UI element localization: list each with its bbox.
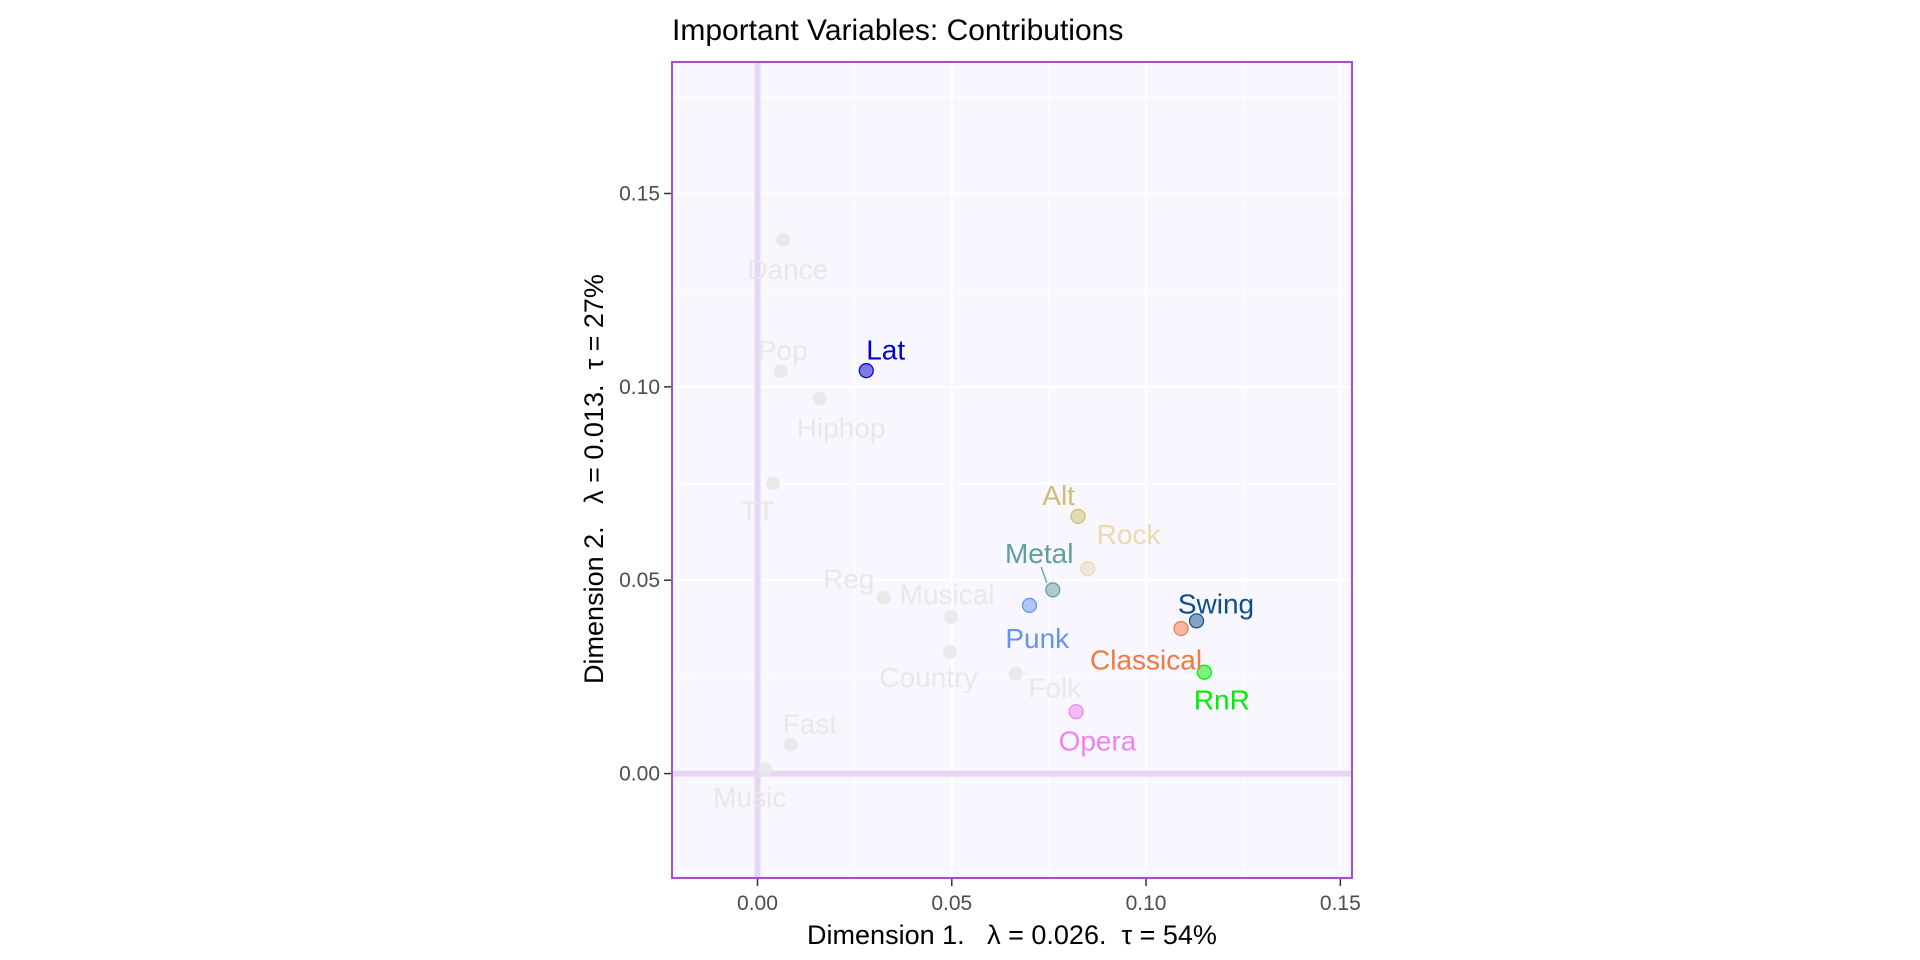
point-country: [942, 644, 957, 659]
label-music: Music: [713, 782, 786, 813]
point-pop: [773, 364, 788, 379]
label-rock: Rock: [1097, 519, 1162, 550]
label-leaders: [1040, 566, 1048, 584]
point-tt: [766, 476, 781, 491]
label-country: Country: [879, 662, 977, 693]
point-dance: [776, 232, 791, 247]
label-punk: Punk: [1005, 623, 1070, 654]
point-lat: [858, 363, 874, 379]
point-fast: [783, 737, 798, 752]
label-rnr: RnR: [1194, 684, 1250, 715]
point-labels: Dance Pop Hiphop TT Reg Musical Country Folk Fas…: [713, 254, 1254, 813]
reference-lines: [672, 62, 1352, 878]
x-axis-title: Dimension 1. λ = 0.026. τ = 54%: [807, 920, 1217, 950]
point-folk: [1008, 666, 1023, 681]
leader-metal: [1040, 566, 1048, 584]
y-axis: 0.00 0.05 0.10 0.15: [619, 182, 671, 786]
point-classical: [1173, 620, 1189, 637]
label-reg: Reg: [823, 563, 874, 594]
point-swing: [1188, 613, 1205, 629]
label-swing: Swing: [1178, 588, 1254, 619]
point-musical: [943, 609, 958, 624]
x-tick-label: 0.15: [1320, 892, 1361, 915]
x-axis: 0.00 0.05 0.10 0.15: [737, 879, 1361, 915]
label-pop: Pop: [758, 335, 808, 366]
x-tick-label: 0.10: [1126, 892, 1167, 915]
x-tick-label: 0.00: [737, 892, 778, 915]
point-punk: [1021, 597, 1038, 613]
point-metal: [1045, 582, 1061, 598]
label-alt: Alt: [1042, 480, 1075, 511]
y-tick-label: 0.05: [619, 569, 660, 592]
x-tick-label: 0.05: [931, 892, 972, 915]
point-rock: [1080, 561, 1096, 577]
point-hiphop: [812, 391, 827, 406]
point-reg: [876, 590, 891, 605]
label-opera: Opera: [1059, 726, 1137, 757]
label-musical: Musical: [900, 579, 995, 610]
label-lat: Lat: [866, 334, 905, 365]
y-tick-label: 0.00: [619, 763, 660, 786]
label-fast: Fast: [783, 708, 838, 739]
y-tick-label: 0.10: [619, 376, 660, 399]
label-metal: Metal: [1005, 538, 1073, 569]
plot-border: [671, 61, 1353, 879]
y-tick-label: 0.15: [619, 182, 660, 205]
label-dance: Dance: [747, 254, 828, 285]
label-classical: Classical: [1090, 644, 1202, 675]
point-alt: [1070, 508, 1086, 525]
data-points: [758, 232, 1212, 777]
label-tt: TT: [740, 496, 774, 527]
point-music: [758, 762, 773, 777]
chart-title: Important Variables: Contributions: [672, 14, 1123, 47]
point-opera: [1068, 704, 1084, 720]
plot-panel: [672, 62, 1352, 878]
point-rnr: [1196, 664, 1212, 680]
label-folk: Folk: [1028, 672, 1082, 703]
label-hiphop: Hiphop: [797, 412, 886, 443]
y-axis-title: Dimension 2. λ = 0.013. τ = 27%: [579, 274, 609, 684]
